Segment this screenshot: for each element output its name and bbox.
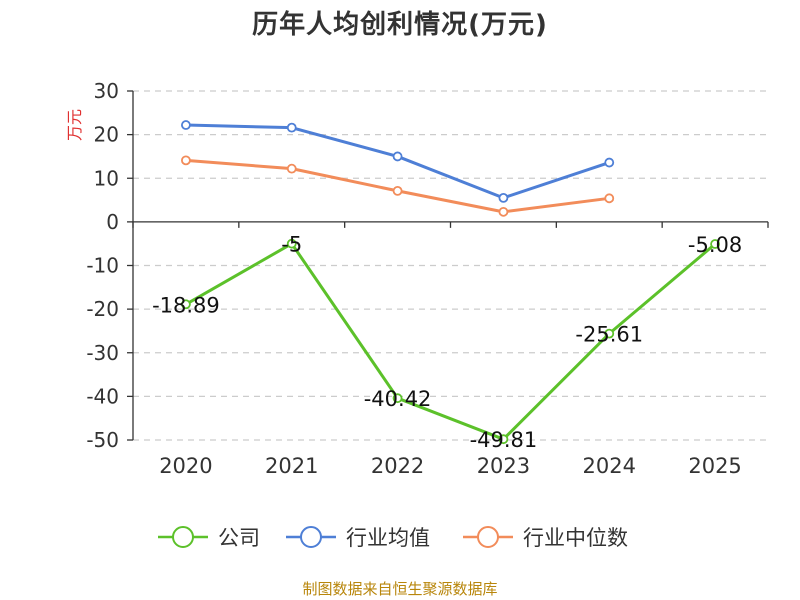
y-tick-label: 0 [106,210,119,234]
x-tick-label: 2020 [159,454,212,478]
y-tick-label: -10 [86,254,119,278]
legend-label: 行业均值 [346,526,430,550]
y-tick-label: 10 [94,166,119,190]
data-labels: -18.89 -5 -40.42 -49.81 -25.61 -5.08 [152,233,742,452]
y-tick-label: -30 [86,341,119,365]
data-label: -25.61 [575,323,643,347]
x-tick-label: 2022 [371,454,424,478]
y-axis-label: 万元 [65,109,84,141]
y-tick-label: 20 [94,123,119,147]
legend-marker-icon [477,526,499,548]
data-point [286,122,297,133]
axes: 30 20 10 0 -10 -20 -30 -40 -50 2020 2021 2022 2023 20… [86,79,769,478]
y-tick-label: -20 [86,297,119,321]
x-tick-label: 2021 [265,454,318,478]
data-point [392,186,403,196]
data-point [710,239,720,249]
data-point [181,155,191,166]
y-tick-label: -40 [86,384,119,408]
data-label: -49.81 [470,428,538,452]
legend: 公司 行业均值 行业中位数 [158,526,628,550]
data-point [498,192,509,203]
data-point [392,393,403,404]
data-label: -5 [281,233,302,257]
data-point [181,299,191,310]
x-tick-label: 2024 [583,454,636,478]
legend-marker-icon [300,526,322,548]
data-label: -18.89 [152,293,220,317]
data-point [181,120,191,130]
data-label: -5.08 [688,233,742,257]
chart-title: 历年人均创利情况(万元) [252,10,548,40]
data-point [498,434,509,445]
data-label: -40.42 [364,387,432,411]
data-point [604,328,615,339]
source-note: 制图数据来自恒生聚源数据库 [302,580,498,598]
legend-label: 公司 [218,526,260,550]
x-tick-label: 2023 [477,454,530,478]
x-tick-label: 2025 [688,454,741,478]
gridlines [133,90,768,441]
legend-marker-icon [172,526,194,548]
y-tick-label: -50 [86,428,119,452]
data-point [604,157,615,168]
data-point [392,151,403,162]
series-line-0 [185,242,717,441]
data-point [286,163,297,174]
y-tick-label: 30 [94,79,119,103]
legend-label: 行业中位数 [523,526,628,550]
series-lines [181,120,720,445]
data-point [498,206,509,217]
data-point [286,238,297,249]
data-point [604,193,615,204]
